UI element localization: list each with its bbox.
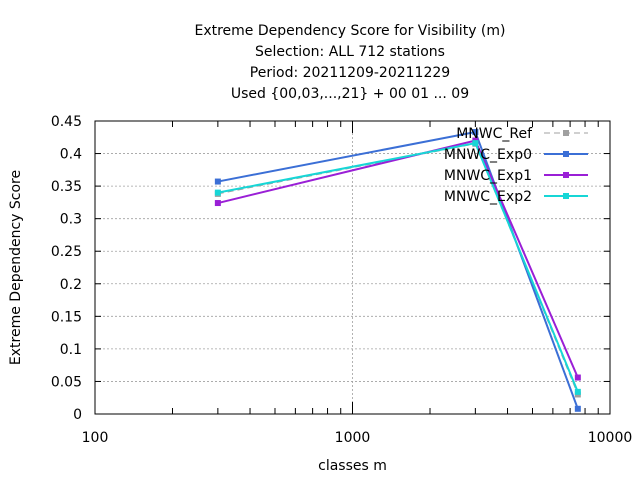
data-point <box>574 405 581 412</box>
x-tick-label: 100 <box>82 430 109 446</box>
series <box>214 129 581 412</box>
x-axis-label: classes m <box>318 458 387 474</box>
series-MNWC_Exp0 <box>214 129 581 412</box>
data-point <box>472 140 479 147</box>
title-line: Period: 20211209-20211229 <box>250 65 450 81</box>
data-point <box>574 374 581 381</box>
y-tick-label: 0.45 <box>51 114 82 130</box>
y-tick-label: 0.2 <box>60 277 82 293</box>
data-point <box>214 200 221 207</box>
legend-label: MNWC_Exp0 <box>444 147 532 163</box>
y-axis-label: Extreme Dependency Score <box>8 170 24 365</box>
axis-ticks: 0 0.05 0.1 0.15 0.2 0.25 0.3 0.35 0.4 0.45 100 1000… <box>51 114 632 446</box>
y-tick-label: 0.4 <box>60 147 82 163</box>
legend-swatch-point <box>563 193 569 199</box>
legend: MNWC_Ref MNWC_Exp0 MNWC_Exp1 MNWC_Exp2 <box>444 126 588 205</box>
legend-swatch-point <box>563 151 569 157</box>
data-point <box>574 388 581 395</box>
plot-frame <box>94 120 611 415</box>
legend-swatch-point <box>563 130 569 136</box>
title-line: Selection: ALL 712 stations <box>255 44 445 60</box>
legend-label: MNWC_Exp2 <box>444 189 532 205</box>
y-tick-label: 0.35 <box>51 179 82 195</box>
x-tick-label: 10000 <box>588 430 633 446</box>
legend-label: MNWC_Ref <box>456 126 533 142</box>
legend-label: MNWC_Exp1 <box>444 168 532 184</box>
y-tick-label: 0.3 <box>60 212 82 228</box>
data-point <box>472 129 479 136</box>
legend-swatch-point <box>563 172 569 178</box>
y-tick-label: 0 <box>73 407 82 423</box>
y-tick-label: 0.15 <box>51 309 82 325</box>
x-tick-label: 1000 <box>335 430 371 446</box>
series-MNWC_Exp2 <box>214 140 581 395</box>
data-point <box>214 178 221 185</box>
y-tick-label: 0.1 <box>60 342 82 358</box>
title-line: Extreme Dependency Score for Visibility … <box>194 23 505 39</box>
grid <box>95 121 610 414</box>
data-point <box>214 189 221 196</box>
chart-title: Extreme Dependency Score for Visibility … <box>194 23 505 102</box>
y-tick-label: 0.05 <box>51 374 82 390</box>
y-tick-label: 0.25 <box>51 244 82 260</box>
title-line: Used {00,03,...,21} + 00 01 ... 09 <box>231 86 469 102</box>
